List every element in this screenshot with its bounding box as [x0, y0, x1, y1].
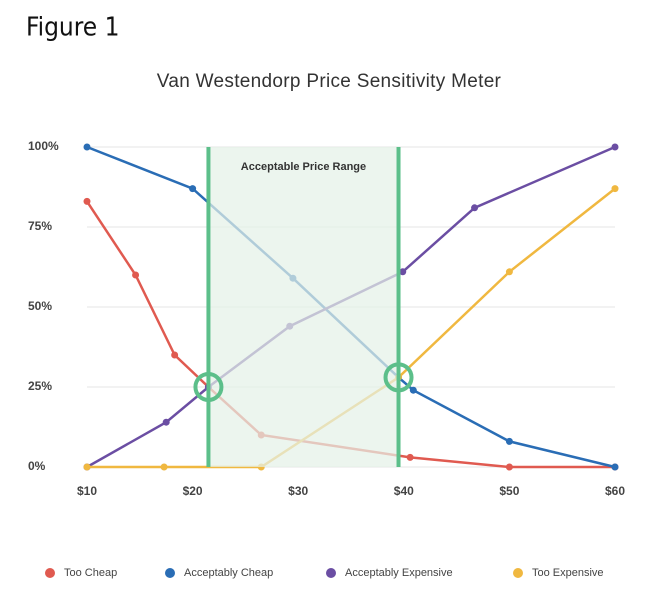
y-tick-label: 75% — [28, 219, 52, 233]
data-point — [83, 463, 91, 471]
legend-swatch — [326, 568, 336, 578]
x-tick-label: $10 — [77, 484, 97, 498]
data-point — [471, 204, 479, 212]
data-point — [162, 418, 170, 426]
data-point — [611, 463, 619, 471]
data-point — [611, 185, 619, 193]
x-tick-label: $60 — [605, 484, 625, 498]
legend-swatch — [45, 568, 55, 578]
data-point — [171, 351, 179, 359]
acceptable-range — [208, 147, 399, 467]
x-tick-label: $50 — [499, 484, 519, 498]
data-point — [83, 197, 91, 205]
data-point — [160, 463, 168, 471]
legend-swatch — [165, 568, 175, 578]
legend-swatch — [513, 568, 523, 578]
y-tick-label: 25% — [28, 379, 52, 393]
x-tick-label: $30 — [288, 484, 308, 498]
data-point — [399, 268, 407, 276]
range-label: Acceptable Price Range — [241, 161, 366, 173]
data-point — [83, 143, 91, 151]
legend-label: Acceptably Expensive — [345, 567, 453, 579]
y-tick-label: 50% — [28, 299, 52, 313]
y-tick-label: 100% — [28, 139, 59, 153]
chart-title: Van Westendorp Price Sensitivity Meter — [157, 71, 502, 92]
data-point — [505, 268, 513, 276]
legend-label: Acceptably Cheap — [184, 567, 273, 579]
data-point — [406, 453, 414, 461]
legend-label: Too Cheap — [64, 567, 117, 579]
x-tick-label: $20 — [183, 484, 203, 498]
data-point — [132, 271, 140, 279]
data-point — [409, 386, 417, 394]
intersection — [193, 372, 224, 402]
data-point — [505, 437, 513, 445]
data-point — [189, 185, 197, 193]
intersection — [383, 362, 414, 393]
x-tick-label: $40 — [394, 484, 414, 498]
figure-label: Figure 1 — [26, 13, 120, 43]
y-tick-label: 0% — [28, 459, 46, 473]
legend-label: Too Expensive — [532, 567, 604, 579]
data-point — [505, 463, 513, 471]
data-point — [611, 143, 619, 151]
